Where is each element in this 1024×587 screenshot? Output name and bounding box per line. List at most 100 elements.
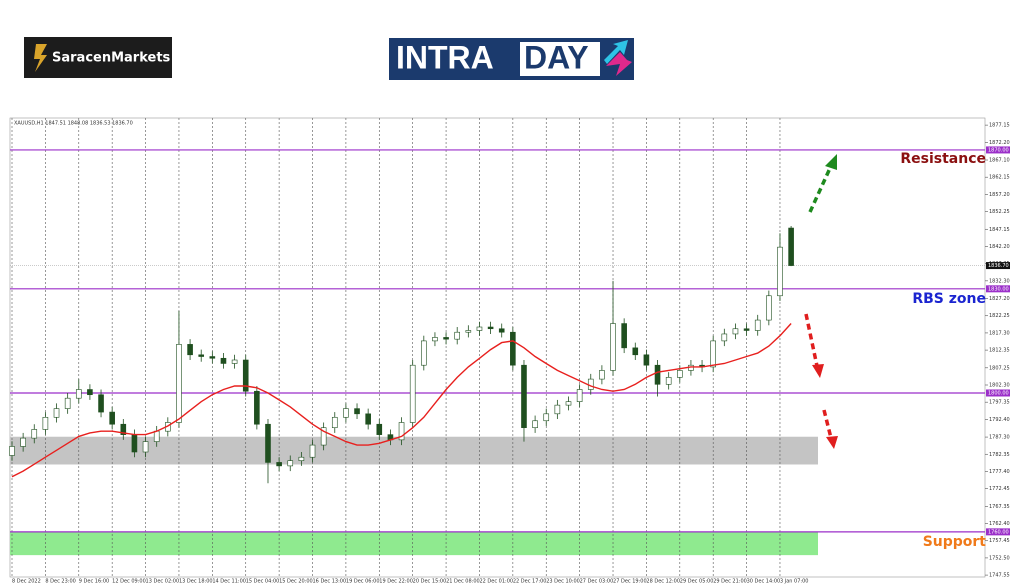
y-tick-label: 1807.25 [989,365,1010,371]
candle-body [710,340,716,368]
level-tag-label: 1760.00 [988,529,1009,535]
candle-body [64,397,71,409]
y-tick-label: 1787.30 [989,435,1010,441]
y-tick-label: 1867.10 [989,158,1010,164]
x-tick-label: 16 Dec 13:00 [313,579,347,585]
x-tick-label: 22 Dec 17:00 [513,579,547,585]
candle-body [98,394,104,413]
moving-average [11,323,792,478]
brand-box [24,37,172,78]
y-tick-label: 1777.40 [989,469,1010,475]
level-tag [986,285,1010,293]
candle-body [554,404,561,415]
candle-body [354,408,360,415]
candle-body [732,328,739,335]
candle-body [443,337,449,340]
candle-body [376,423,383,435]
candle-body [721,333,728,342]
candle-body [209,356,216,359]
candle-body [654,364,661,385]
candle-body [120,423,127,435]
arrow-down [822,409,833,439]
brand-icon [34,44,47,72]
x-tick-label: 8 Dec 2022 [12,579,41,585]
y-tick-label: 1757.45 [989,538,1010,544]
y-tick-label: 1862.15 [989,175,1010,181]
x-tick-label: 8 Dec 23:00 [45,579,75,585]
banner-day-box [520,42,600,76]
candle-body [31,429,38,439]
last-price-tag [986,262,1010,270]
x-tick-label: 22 Dec 01:00 [479,579,513,585]
plot-frame [9,117,986,578]
candle-body [743,328,750,331]
candle-body [510,331,516,366]
candle-body [365,413,371,425]
candle-body [220,357,227,364]
level-tag-label: 1870.00 [988,147,1009,153]
candle-body [498,328,505,333]
x-tick-label: 28 Dec 12:00 [646,579,680,585]
candle-body [432,337,438,342]
candle-body [610,323,616,371]
candle-body [421,340,427,366]
candle-body [565,401,572,406]
y-tick-label: 1842.20 [989,244,1010,250]
candle-body [9,446,15,456]
y-tick-label: 1797.35 [989,400,1010,406]
level-tag [986,528,1010,536]
x-tick-label: 27 Dec 03:00 [580,579,614,585]
candle-body [187,344,193,356]
candle-body [198,354,205,357]
banner-arrow-up [604,40,628,64]
x-tick-label: 13 Dec 02:00 [146,579,180,585]
candle-body [621,323,627,349]
x-tick-label: 23 Dec 10:00 [546,579,580,585]
candle-body [309,444,316,458]
x-tick-label: 19 Dec 22:00 [379,579,413,585]
banner-right: DAY [524,39,589,75]
candle-body [465,330,472,333]
zone [10,531,818,556]
y-tick-label: 1762.40 [989,521,1010,527]
level-tag [986,146,1010,154]
resistance-label: Resistance [900,151,986,167]
x-tick-label: 15 Dec 20:00 [279,579,313,585]
candle-body [643,354,650,366]
arrow-head [826,436,838,449]
zone [10,436,818,465]
y-tick-label: 1847.15 [989,227,1010,233]
y-tick-label: 1817.30 [989,330,1010,336]
level-tag-label: 1830.00 [988,286,1009,292]
x-tick-label: 15 Dec 04:00 [246,579,280,585]
x-tick-label: 29 Dec 21:00 [713,579,747,585]
y-tick-label: 1852.25 [989,209,1010,215]
candle-body [599,370,605,380]
y-tick-label: 1822.25 [989,313,1010,319]
scenario-arrows [804,154,838,449]
x-tick-label: 21 Dec 08:00 [446,579,480,585]
intraday-banner: INTRA DAY [389,38,634,80]
y-tick-label: 1767.35 [989,504,1010,510]
level-tag-label: 1800.00 [988,390,1009,396]
candle-body [476,326,483,331]
y-tick-label: 1827.20 [989,296,1010,302]
candle-body [587,378,594,390]
candle-body [153,430,160,442]
candle-body [87,389,93,396]
candle-body [521,364,527,429]
x-tick-label: 13 Dec 18:00 [179,579,213,585]
candle-body [276,462,282,467]
chart-title: XAUUSD,H1 1847.51 1848.08 1836.53 1836.7… [14,121,133,127]
candle-body [766,295,772,321]
y-tick-label: 1772.45 [989,486,1010,492]
level-tag [986,389,1010,397]
candle-body [242,359,249,392]
y-tick-label: 1792.40 [989,417,1010,423]
candle-body [109,411,115,425]
y-tick-label: 1832.30 [989,278,1010,284]
y-tick-label: 1877.15 [989,123,1010,129]
y-tick-label: 1857.20 [989,192,1010,198]
candle-body [543,413,550,422]
